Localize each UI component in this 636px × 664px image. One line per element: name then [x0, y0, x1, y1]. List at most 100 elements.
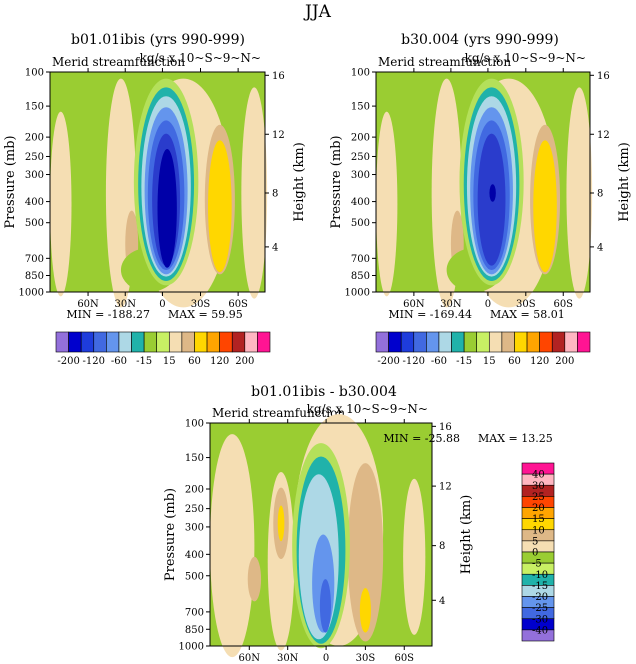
field-column: [277, 505, 285, 542]
panel-1: b01.01ibis (yrs 990-999) Merid streamfunc…: [3, 32, 307, 367]
colorbar-swatch: [231, 331, 246, 353]
y-axis-label: Pressure (mb): [163, 488, 178, 581]
colorbar-swatch: [539, 331, 553, 353]
y-tick-label: 850: [185, 625, 204, 636]
y-axis-label: Pressure (mb): [3, 135, 18, 228]
x-tick-label: 30S: [191, 299, 211, 310]
colorbar-swatch: [219, 331, 233, 353]
colorbar-label: 0: [532, 548, 538, 559]
colorbar-swatch: [93, 331, 107, 353]
colorbar-label: 200: [555, 356, 574, 367]
y-tick-label: 500: [185, 571, 204, 582]
field-column: [566, 87, 593, 299]
colorbar-swatch: [181, 331, 195, 353]
colorbar-swatch: [375, 331, 389, 353]
colorbar-label: 60: [188, 356, 201, 367]
negative-cell-contour: [319, 579, 331, 633]
colorbar-swatch: [106, 331, 120, 353]
colorbar-label: -20: [532, 592, 548, 603]
colorbar-label: 20: [532, 503, 545, 514]
colorbar-label: 30: [532, 481, 545, 492]
colorbar-swatch: [156, 331, 170, 353]
field-column: [210, 434, 255, 658]
y-right-axis-label: Height (km): [459, 495, 474, 575]
colorbar-swatch: [388, 331, 402, 353]
colorbar-label: 15: [483, 356, 496, 367]
panel-3: b01.01ibis - b30.004 Merid streamfunction…: [163, 384, 555, 664]
y-right-axis-label: Height (km): [292, 142, 307, 222]
colorbar-label: -30: [532, 614, 548, 625]
y-right-tick-label: 12: [597, 130, 610, 141]
y-tick-label: 250: [351, 152, 370, 163]
colorbar-label: -15: [456, 356, 472, 367]
x-tick-label: 30S: [516, 299, 536, 310]
colorbar-swatch: [55, 331, 69, 353]
colorbar-label: 40: [532, 470, 545, 481]
panel-2: b30.004 (yrs 990-999) Merid streamfunctio…: [329, 32, 632, 367]
y-tick-label: 300: [351, 170, 370, 181]
colorbar-swatch: [488, 331, 503, 353]
colorbar-swatch: [426, 331, 440, 353]
colorbar-swatch: [168, 331, 183, 353]
season-title: JJA: [303, 2, 332, 22]
positive-cell-contour: [208, 140, 232, 273]
y-right-tick-label: 12: [272, 130, 285, 141]
y-right-tick-label: 12: [439, 482, 452, 493]
y-tick-label: 100: [185, 419, 204, 430]
y-right-tick-label: 16: [597, 71, 610, 82]
x-tick-label: 0: [485, 299, 491, 310]
colorbar-swatch: [514, 331, 528, 353]
colorbar-swatch: [438, 331, 452, 353]
y-tick-label: 700: [25, 254, 44, 265]
y-tick-label: 250: [25, 152, 44, 163]
colorbar-swatch: [244, 331, 258, 353]
colorbar-swatch: [413, 331, 427, 353]
y-tick-label: 700: [351, 254, 370, 265]
colorbar-label: -10: [532, 570, 548, 581]
subtitle-left: Merid streamfunction: [52, 55, 185, 69]
plot-frame: [375, 71, 591, 293]
colorbar-swatch: [526, 331, 540, 353]
colorbar-label: -25: [532, 603, 548, 614]
colorbar-label: -120: [403, 356, 425, 367]
y-tick-label: 1000: [19, 288, 44, 299]
y-tick-label: 500: [351, 218, 370, 229]
colorbar-label: -5: [532, 559, 542, 570]
field-column: [247, 556, 262, 602]
field-column: [376, 111, 398, 297]
y-tick-label: 400: [25, 197, 44, 208]
y-tick-label: 500: [25, 218, 44, 229]
y-tick-label: 250: [185, 504, 204, 515]
y-tick-label: 150: [185, 453, 204, 464]
y-tick-label: 700: [185, 607, 204, 618]
y-right-tick-label: 16: [272, 71, 285, 82]
panel-title: b01.01ibis - b30.004: [251, 384, 397, 400]
colorbar-label: 200: [235, 356, 254, 367]
colorbar-swatch: [118, 331, 132, 353]
y-axis-label: Pressure (mb): [329, 135, 344, 228]
y-tick-label: 300: [25, 170, 44, 181]
y-right-tick-label: 8: [439, 541, 445, 552]
colorbar-label: -120: [83, 356, 105, 367]
y-right-tick-label: 8: [597, 189, 603, 200]
colorbar-swatch: [476, 331, 490, 353]
x-tick-label: 60S: [228, 299, 248, 310]
x-tick-label: 60N: [239, 653, 261, 664]
x-tick-label: 60N: [403, 299, 425, 310]
y-right-axis-label: Height (km): [617, 142, 632, 222]
field-column: [403, 478, 426, 635]
y-tick-label: 150: [25, 102, 44, 113]
y-tick-label: 300: [185, 522, 204, 533]
panels: b01.01ibis (yrs 990-999) Merid streamfunc…: [3, 32, 632, 664]
positive-cell-contour: [533, 140, 557, 273]
x-tick-label: 30N: [277, 653, 299, 664]
y-right-tick-label: 4: [272, 242, 278, 253]
subtitle-right: kg/s x 10~S~9~N~: [465, 51, 586, 65]
y-tick-label: 400: [351, 197, 370, 208]
negative-cell-contour: [157, 149, 177, 268]
y-tick-label: 200: [185, 485, 204, 496]
max-value: MAX = 58.01: [490, 308, 565, 321]
colorbar-swatch: [143, 331, 158, 353]
subtitle-left: Merid streamfunction: [378, 55, 511, 69]
